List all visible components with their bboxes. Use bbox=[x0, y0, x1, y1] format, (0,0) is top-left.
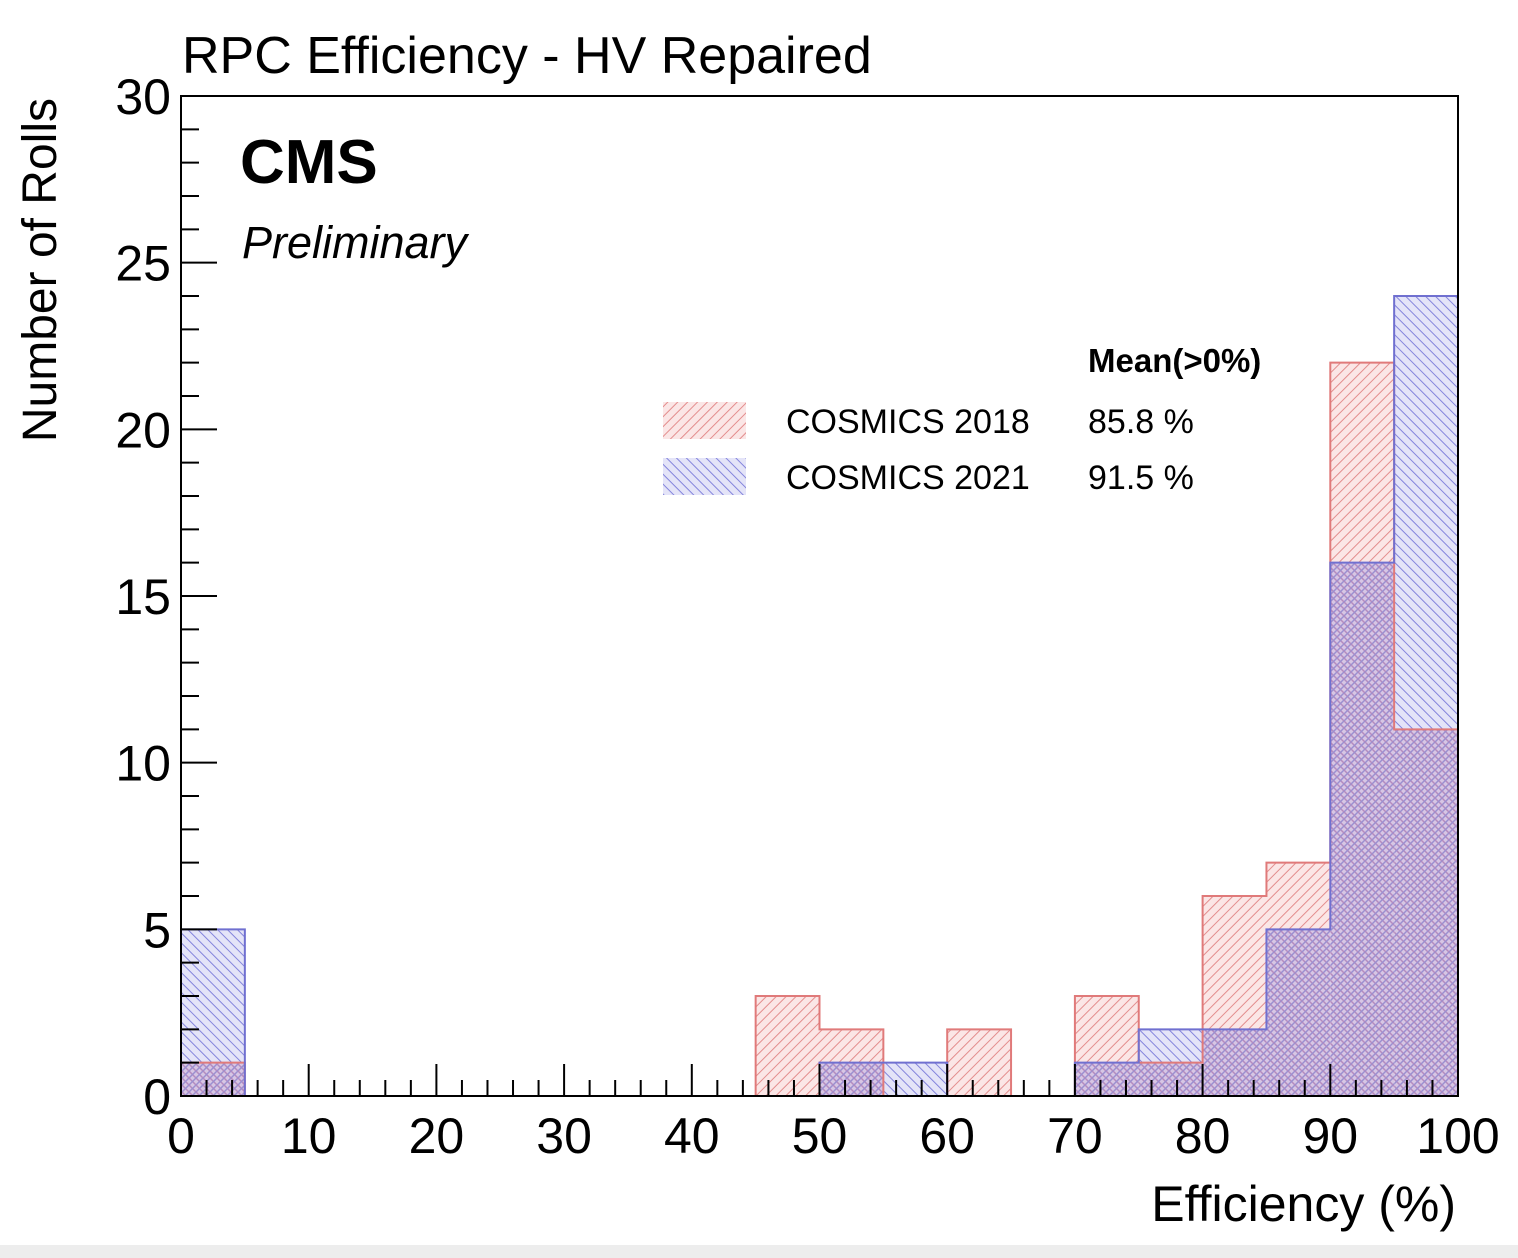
x-tick-label: 30 bbox=[536, 1108, 592, 1164]
bar-cosmics-2018-bin-14 bbox=[1074, 996, 1139, 1063]
bar-cosmics-2018-bin-10 bbox=[819, 1029, 884, 1063]
x-tick-label: 70 bbox=[1047, 1108, 1103, 1164]
bar-cosmics-2021-bin-19 bbox=[1394, 296, 1458, 730]
y-tick-label: 15 bbox=[115, 569, 171, 625]
x-tick-label: 60 bbox=[919, 1108, 975, 1164]
bar-overlap-bin-0 bbox=[181, 1062, 245, 1096]
x-tick-label: 100 bbox=[1416, 1108, 1499, 1164]
bar-cosmics-2018-bin-16 bbox=[1202, 896, 1267, 1030]
x-tick-label: 40 bbox=[664, 1108, 720, 1164]
x-tick-label: 80 bbox=[1175, 1108, 1231, 1164]
x-tick-label: 20 bbox=[409, 1108, 465, 1164]
x-tick-label: 90 bbox=[1302, 1108, 1358, 1164]
y-tick-label: 25 bbox=[115, 236, 171, 292]
legend-series-name: COSMICS 2018 bbox=[786, 403, 1030, 441]
legend-header: Mean(>0%) bbox=[1088, 342, 1261, 379]
y-tick-label: 0 bbox=[143, 1069, 171, 1125]
bar-overlap-bin-14 bbox=[1074, 1062, 1139, 1096]
bar-overlap-bin-16 bbox=[1202, 1029, 1267, 1096]
x-axis-label: Efficiency (%) bbox=[1151, 1176, 1456, 1232]
bar-cosmics-2018-bin-18 bbox=[1330, 362, 1395, 563]
legend-series-mean: 85.8 % bbox=[1088, 403, 1194, 441]
y-tick-label: 5 bbox=[143, 902, 171, 958]
y-tick-label: 20 bbox=[115, 402, 171, 458]
x-tick-label: 0 bbox=[167, 1108, 195, 1164]
bar-overlap-bin-17 bbox=[1266, 929, 1331, 1096]
chart-title: RPC Efficiency - HV Repaired bbox=[182, 27, 872, 85]
bar-overlap-bin-15 bbox=[1138, 1062, 1203, 1096]
cms-label: CMS bbox=[240, 128, 378, 197]
x-tick-label: 50 bbox=[792, 1108, 848, 1164]
y-tick-label: 10 bbox=[115, 736, 171, 792]
y-tick-label: 30 bbox=[115, 69, 171, 125]
bar-cosmics-2018-bin-17 bbox=[1266, 862, 1331, 930]
bar-overlap-bin-18 bbox=[1330, 562, 1395, 1096]
legend-series-name: COSMICS 2021 bbox=[786, 459, 1030, 497]
bar-cosmics-2018-bin-9 bbox=[755, 996, 820, 1096]
preliminary-label: Preliminary bbox=[242, 217, 470, 268]
x-tick-label: 10 bbox=[281, 1108, 337, 1164]
y-axis-label: Number of Rolls bbox=[14, 98, 67, 442]
bar-cosmics-2018-bin-12 bbox=[947, 1029, 1012, 1096]
bar-cosmics-2021-bin-11 bbox=[883, 1062, 948, 1096]
bar-overlap-bin-10 bbox=[819, 1062, 884, 1096]
bar-cosmics-2021-bin-15 bbox=[1138, 1029, 1203, 1063]
bar-overlap-bin-19 bbox=[1394, 729, 1458, 1096]
legend-series-mean: 91.5 % bbox=[1088, 459, 1194, 497]
bottom-strip bbox=[0, 1245, 1518, 1258]
legend-swatch-cosmics-2018 bbox=[663, 402, 746, 439]
legend-swatch-cosmics-2021 bbox=[663, 458, 746, 495]
